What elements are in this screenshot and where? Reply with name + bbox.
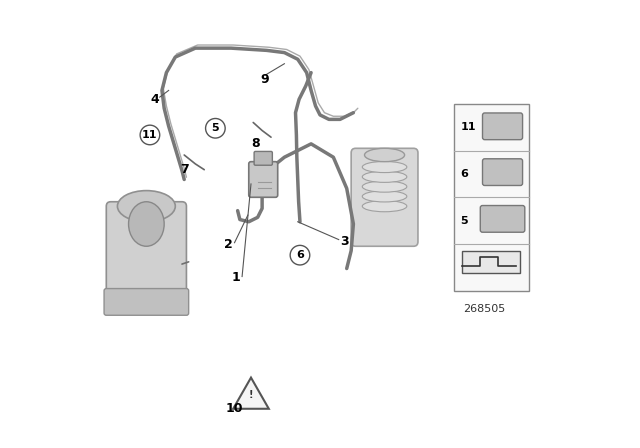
FancyBboxPatch shape	[106, 202, 186, 309]
Ellipse shape	[362, 161, 407, 172]
Ellipse shape	[362, 171, 407, 182]
Text: 11: 11	[142, 130, 157, 140]
Text: 10: 10	[226, 402, 243, 415]
Circle shape	[140, 125, 160, 145]
Text: !: !	[249, 390, 253, 400]
Text: 3: 3	[340, 235, 349, 248]
Text: 11: 11	[460, 122, 476, 132]
Ellipse shape	[362, 201, 407, 212]
Text: 6: 6	[460, 169, 468, 179]
Ellipse shape	[362, 181, 407, 192]
Text: 7: 7	[180, 163, 189, 176]
Text: 6: 6	[296, 250, 304, 260]
Text: 9: 9	[260, 73, 269, 86]
FancyBboxPatch shape	[480, 206, 525, 232]
Text: 268505: 268505	[463, 304, 506, 314]
Text: 5: 5	[212, 123, 219, 133]
Text: 8: 8	[251, 138, 260, 151]
Ellipse shape	[129, 202, 164, 246]
Circle shape	[290, 246, 310, 265]
FancyBboxPatch shape	[249, 162, 278, 197]
FancyBboxPatch shape	[104, 289, 189, 315]
FancyBboxPatch shape	[483, 113, 523, 140]
Text: 2: 2	[225, 237, 233, 250]
Text: 1: 1	[232, 271, 241, 284]
Circle shape	[205, 118, 225, 138]
FancyBboxPatch shape	[454, 104, 529, 291]
Text: 4: 4	[151, 93, 159, 106]
Polygon shape	[233, 378, 269, 409]
FancyBboxPatch shape	[351, 148, 418, 246]
Ellipse shape	[365, 148, 404, 162]
FancyBboxPatch shape	[463, 251, 520, 273]
Text: 5: 5	[460, 215, 468, 226]
Ellipse shape	[117, 190, 175, 222]
FancyBboxPatch shape	[483, 159, 523, 185]
Ellipse shape	[362, 191, 407, 202]
FancyBboxPatch shape	[254, 151, 273, 165]
